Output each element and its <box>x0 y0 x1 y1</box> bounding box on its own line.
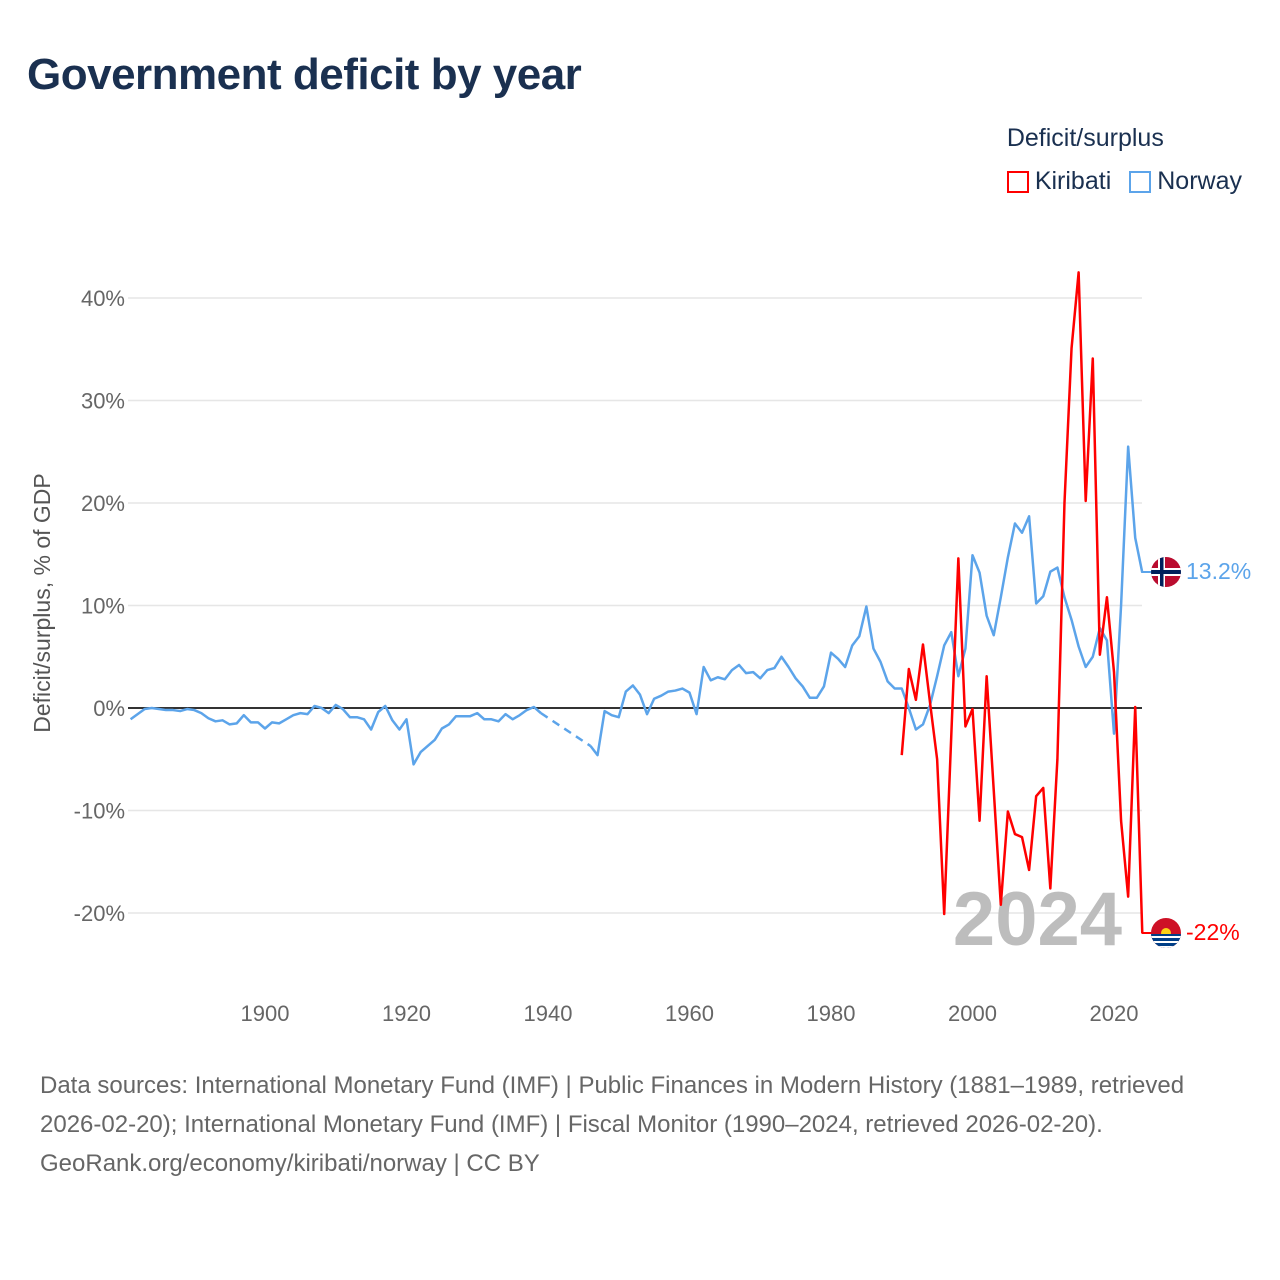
y-tick-label: 30% <box>81 389 125 414</box>
x-tick-label: 1940 <box>524 1001 573 1026</box>
legend-label-norway: Norway <box>1157 167 1242 195</box>
norway-gap-line <box>540 712 592 747</box>
legend-swatch-kiribati <box>1006 170 1029 193</box>
legend-swatch-norway <box>1129 170 1152 193</box>
y-tick-label: 0% <box>93 696 125 721</box>
y-tick-label: 20% <box>81 491 125 516</box>
chart-title: Government deficit by year <box>27 50 582 99</box>
norway-end-label: 13.2% <box>1186 558 1251 584</box>
license: | CC BY <box>446 1150 540 1177</box>
series-kiribati <box>900 271 1144 934</box>
kiribati-end-label: -22% <box>1186 919 1240 945</box>
series-lines <box>129 271 1144 934</box>
y-axis-title: Deficit/surplus, % of GDP <box>29 473 55 732</box>
legend-label-kiribati: Kiribati <box>1034 167 1112 195</box>
norway-line <box>589 445 1144 757</box>
norway-flag-icon <box>1151 557 1181 587</box>
legend-item-norway[interactable]: Norway <box>1129 167 1242 196</box>
x-tick-label: 2020 <box>1090 1001 1139 1026</box>
kiribati-line <box>900 271 1144 934</box>
year-watermark: 2024 <box>953 877 1122 962</box>
y-tick-label: -10% <box>74 799 125 824</box>
legend: Deficit/surplus Kiribati Norway <box>1006 124 1242 196</box>
x-tick-label: 1920 <box>382 1001 431 1026</box>
series-norway <box>129 445 1144 766</box>
x-axis-ticks: 1900 1920 1940 1960 1980 2000 2020 <box>241 1001 1139 1026</box>
kiribati-end-marker: -22% <box>1142 918 1240 948</box>
y-tick-label: 10% <box>81 594 125 619</box>
y-tick-label: 40% <box>81 286 125 311</box>
line-chart: -20%-10%0%10%20%30%40% 1900 1920 1940 1960 1… <box>29 271 1251 1026</box>
kiribati-flag-icon <box>1151 918 1181 948</box>
gridlines <box>128 297 1142 914</box>
footer: Data sources: International Monetary Fun… <box>40 1066 1240 1183</box>
y-tick-label: -20% <box>74 901 125 926</box>
x-tick-label: 1900 <box>241 1001 290 1026</box>
legend-title: Deficit/surplus <box>1006 124 1164 152</box>
x-tick-label: 1980 <box>807 1001 856 1026</box>
data-sources: Data sources: International Monetary Fun… <box>40 1072 1185 1138</box>
norway-end-marker: 13.2% <box>1142 557 1251 587</box>
norway-line <box>129 703 542 766</box>
source-link[interactable]: GeoRank.org/economy/kiribati/norway <box>40 1150 447 1177</box>
x-tick-label: 1960 <box>665 1001 714 1026</box>
legend-item-kiribati[interactable]: Kiribati <box>1006 167 1112 196</box>
x-tick-label: 2000 <box>948 1001 997 1026</box>
y-axis-ticks: -20% -10% 0% 10% 20% 30% 40% <box>74 286 125 926</box>
